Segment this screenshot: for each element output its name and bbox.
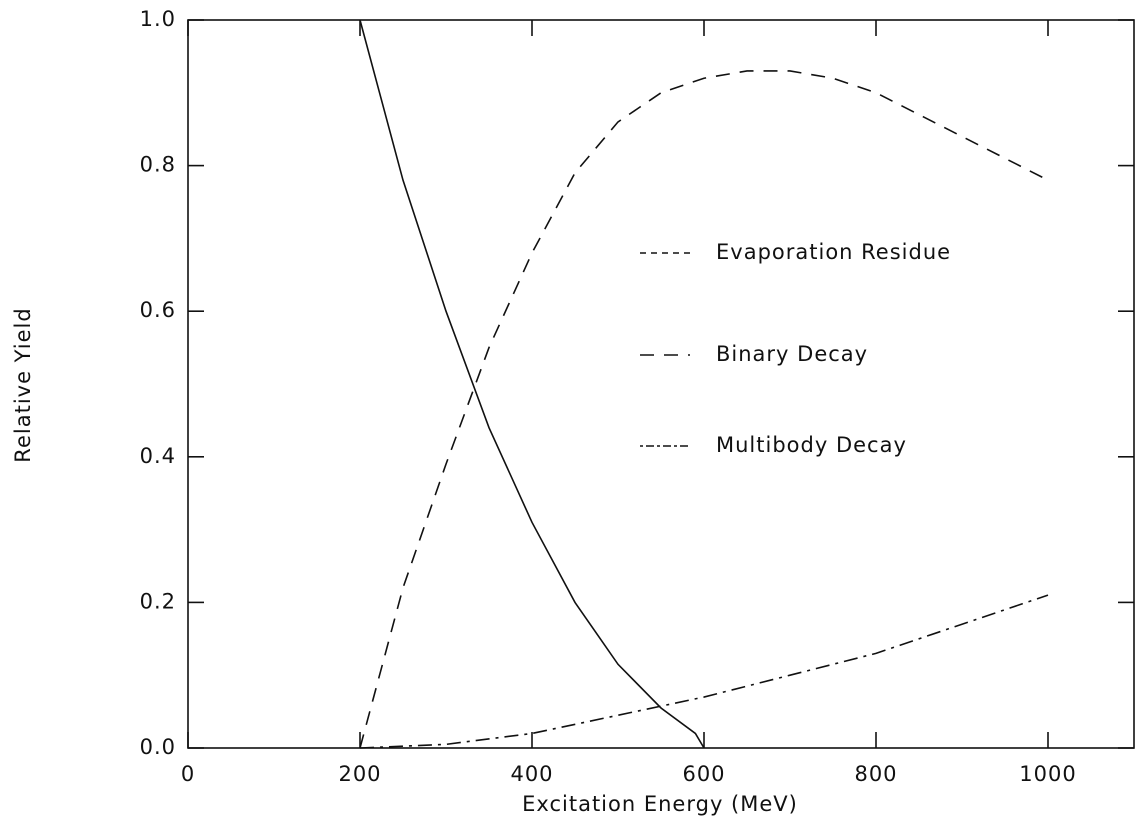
- y-tick-label: 0.8: [140, 153, 176, 177]
- series-line: [359, 19, 705, 749]
- y-axis-label: Relative Yield: [11, 307, 35, 462]
- x-tick-label: 200: [338, 762, 381, 786]
- legend-label: Evaporation Residue: [716, 240, 951, 264]
- x-axis-label: Excitation Energy (MeV): [522, 792, 798, 816]
- series-line: [359, 594, 1049, 749]
- y-tick-label: 0.2: [140, 589, 176, 613]
- x-tick-label: 1000: [1019, 762, 1076, 786]
- x-tick-label: 400: [510, 762, 553, 786]
- y-tick-label: 0.0: [140, 735, 176, 759]
- series-line: [359, 70, 1049, 749]
- x-tick-label: 600: [682, 762, 725, 786]
- x-tick-label: 0: [181, 762, 195, 786]
- plot-frame: [187, 19, 1135, 749]
- x-tick-label: 800: [854, 762, 897, 786]
- legend-label: Binary Decay: [716, 342, 868, 366]
- y-tick-label: 1.0: [140, 7, 176, 31]
- legend-label: Multibody Decay: [716, 433, 907, 457]
- y-tick-label: 0.6: [140, 298, 176, 322]
- y-tick-label: 0.4: [140, 444, 176, 468]
